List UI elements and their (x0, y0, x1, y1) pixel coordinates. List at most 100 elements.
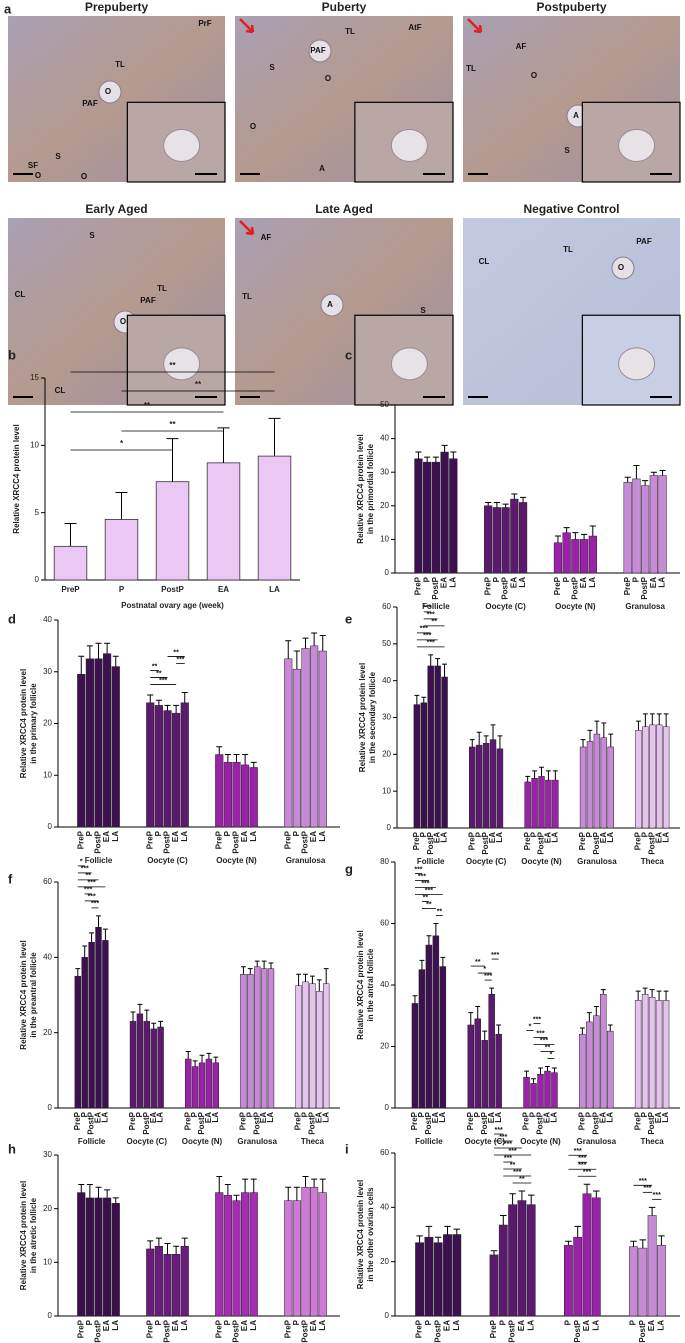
y-tick-label: 0 (387, 823, 392, 832)
bar (143, 1021, 151, 1109)
error-bar (261, 960, 267, 969)
x-tick-label: PostP (592, 831, 601, 854)
x-tick-label: PreP (410, 1111, 419, 1130)
bar (634, 1000, 642, 1109)
error-bar (554, 535, 561, 543)
structure-label: O (81, 172, 87, 181)
y-tick-label: 60 (380, 1148, 389, 1157)
y-tick-label: 40 (380, 980, 389, 989)
error-bar (233, 754, 240, 763)
x-tick-label: PostP (638, 1319, 647, 1342)
bar (531, 778, 538, 829)
bar (318, 1192, 327, 1317)
bar (302, 981, 309, 1109)
error-bar (580, 739, 586, 747)
bar (111, 1203, 120, 1317)
error-bar (593, 1190, 600, 1198)
x-tick-label: PostP (252, 1111, 261, 1134)
error-bar (656, 713, 662, 725)
x-tick-label: P (529, 1111, 538, 1117)
structure-label: TL (563, 245, 573, 254)
x-tick-label: EA (647, 1320, 656, 1331)
x-tick-label: P (632, 576, 641, 582)
structure-label: AF (261, 233, 272, 242)
x-tick-label: PreP (145, 830, 154, 849)
bar (212, 1062, 220, 1109)
error-bar (166, 438, 179, 482)
x-tick-label: PreP (466, 1111, 475, 1130)
x-tick-label: PostP (232, 1319, 241, 1342)
inset (126, 101, 226, 183)
y-tick-label: 10 (382, 786, 391, 795)
bar (537, 1073, 544, 1109)
y-axis-label: in the antral follicle (366, 948, 375, 1021)
y-axis-label: in the primordial follicle (366, 443, 375, 534)
error-bar (216, 1175, 223, 1193)
x-tick-label: LA (438, 1112, 447, 1123)
x-tick-label: PostP (426, 831, 435, 854)
structure-label: A (319, 164, 325, 173)
y-axis-label: Relative XRCC4 protein level (356, 930, 365, 1039)
x-tick-label: PostP (163, 1319, 172, 1342)
error-bar (453, 1228, 461, 1235)
x-tick-label: PreP (483, 576, 492, 595)
x-tick-label: EA (544, 832, 553, 843)
error-bar (89, 932, 95, 943)
significance-label: ** (510, 1162, 516, 1169)
x-tick-label: P (154, 830, 163, 836)
bar (467, 1024, 474, 1109)
x-tick-label: PostP (301, 830, 310, 853)
bar (310, 645, 319, 828)
structure-label: O (618, 263, 624, 272)
y-tick-label: 15 (30, 373, 39, 382)
bar (538, 776, 545, 829)
structure-label: TL (466, 64, 476, 73)
error-bar (95, 1186, 102, 1198)
structure-label: O (105, 87, 111, 96)
group-label: Oocyte (N) (520, 1137, 560, 1146)
error-bar (539, 766, 544, 777)
x-tick-label: LA (550, 832, 559, 843)
bar (318, 650, 327, 828)
group-label: Theca (301, 1137, 324, 1146)
significance-label: ** (545, 1044, 551, 1051)
error-bar (112, 655, 119, 667)
x-tick-label: EA (509, 577, 518, 588)
significance-label: *** (504, 1141, 512, 1148)
group-label-text: Oocyte (N) (181, 1137, 223, 1146)
error-bar (164, 704, 171, 711)
significance-label: ** (152, 663, 158, 670)
x-tick-label: PreP (633, 1111, 642, 1130)
y-tick-label: 0 (48, 1311, 53, 1320)
error-bar (242, 754, 249, 765)
x-tick-label: LA (101, 1112, 110, 1123)
error-bar (444, 1225, 451, 1235)
bar (301, 1186, 310, 1317)
x-tick-label: LA (495, 832, 504, 843)
significance-label: *** (427, 640, 435, 647)
x-tick-label: LA (321, 1112, 330, 1123)
error-bar (416, 1235, 423, 1243)
group-label: Follicle (415, 1137, 443, 1146)
x-tick-label: EA (431, 1112, 440, 1123)
bar (562, 532, 571, 574)
y-tick-label: 20 (43, 1204, 52, 1213)
x-tick-label: EA (517, 1320, 526, 1331)
error-bar (527, 1194, 535, 1205)
group-label: Follicle (422, 602, 450, 611)
bar (443, 1234, 452, 1317)
structure-label: S (564, 146, 570, 155)
group-label-text: Oocyte (C) (465, 857, 507, 866)
bar (198, 1062, 206, 1109)
x-tick-label: EA (314, 1112, 323, 1123)
error-bar (164, 1243, 171, 1255)
significance-label: *** (578, 1155, 586, 1162)
x-axis-label: Postnatal ovary age (week) (121, 601, 224, 610)
bar (526, 1204, 536, 1317)
bar (658, 475, 667, 574)
significance-label: *** (420, 626, 428, 633)
bar (163, 1254, 172, 1317)
x-tick-label: LA (452, 1320, 461, 1331)
error-bar (86, 645, 93, 659)
x-tick-label: PostP (94, 1319, 103, 1342)
